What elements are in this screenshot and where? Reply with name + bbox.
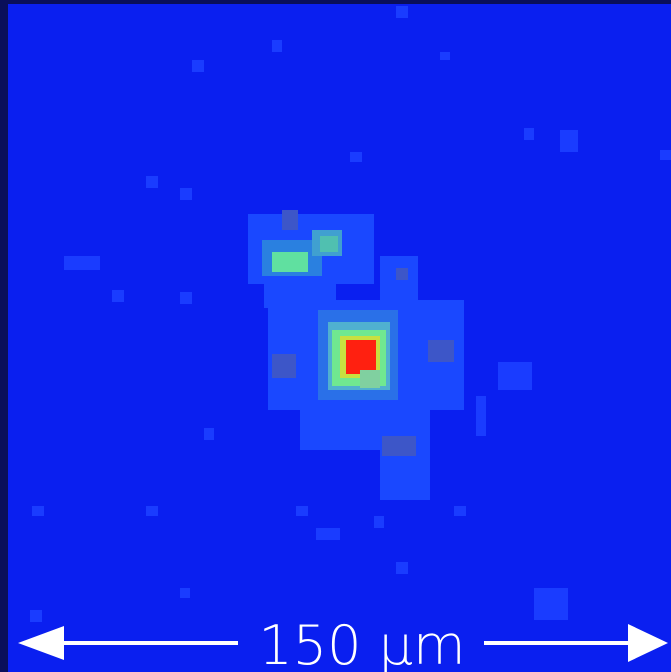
scale-label: 150 µm — [258, 614, 465, 672]
page: 150 µm (() => { const data = JSON.parse(… — [0, 0, 671, 672]
image: 150 µm — [0, 0, 671, 672]
